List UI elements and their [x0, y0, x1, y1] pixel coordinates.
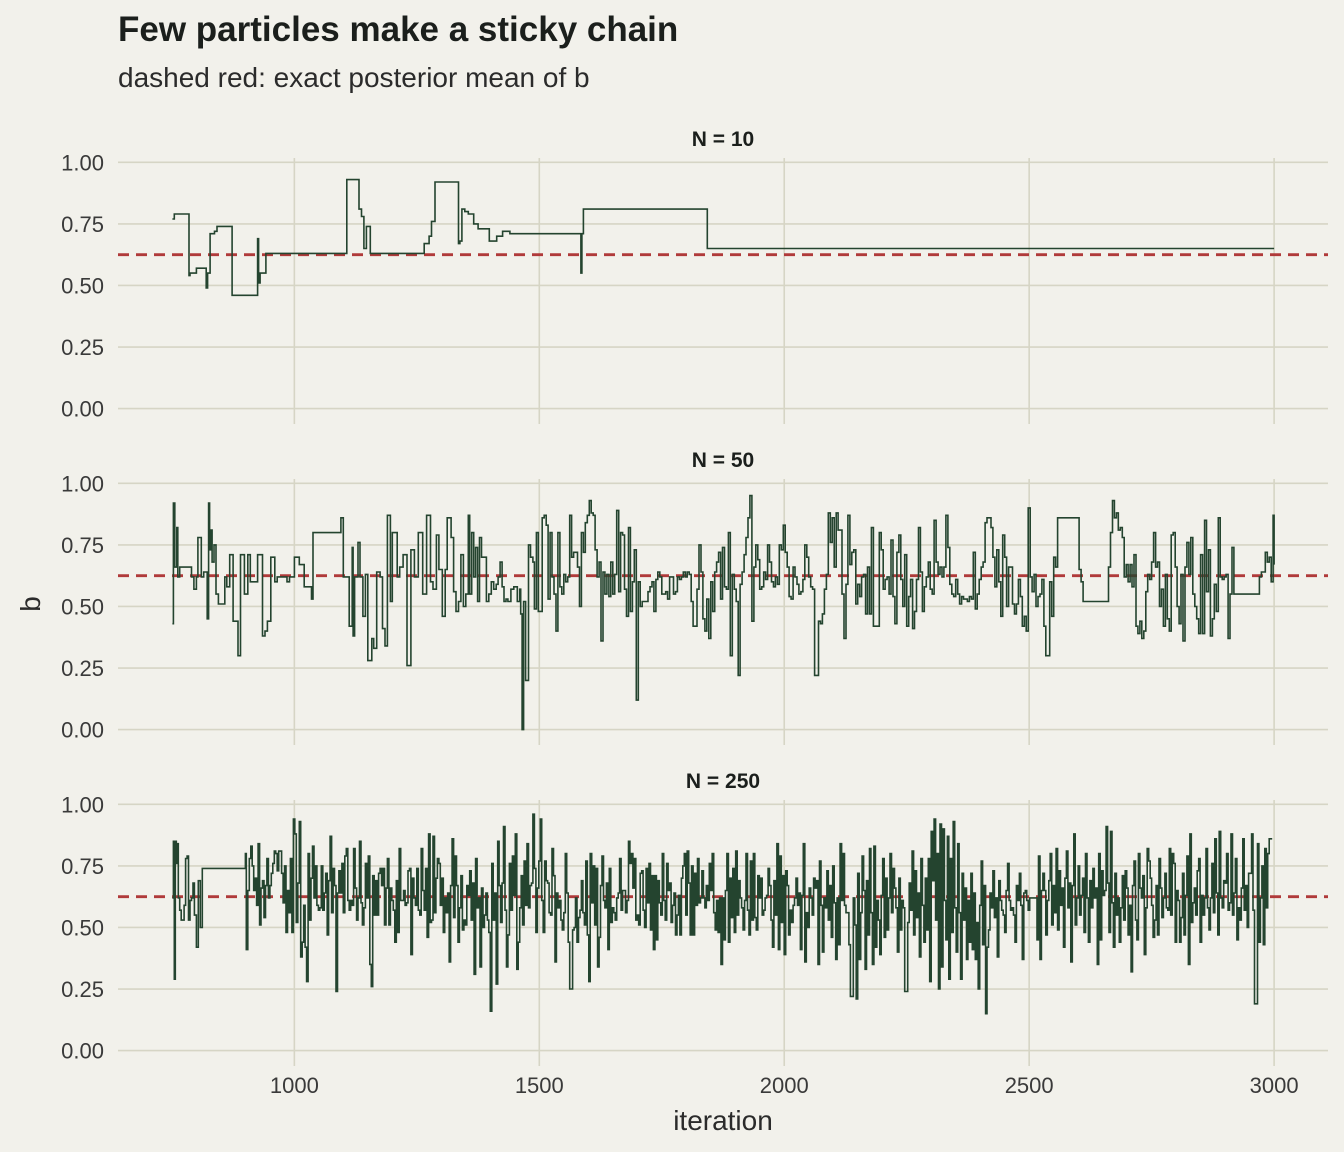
y-tick-label: 0.75: [61, 533, 104, 558]
y-tick-label: 0.75: [61, 854, 104, 879]
x-tick-label: 1500: [515, 1073, 564, 1098]
y-tick-label: 0.75: [61, 212, 104, 237]
chart-subtitle: dashed red: exact posterior mean of b: [118, 62, 590, 93]
y-tick-label: 0.25: [61, 335, 104, 360]
y-tick-label: 1.00: [61, 792, 104, 817]
y-tick-label: 0.50: [61, 594, 104, 619]
y-tick-label: 0.50: [61, 915, 104, 940]
trace-line: [172, 813, 1273, 1015]
y-axis-title: b: [15, 596, 46, 612]
y-tick-label: 0.50: [61, 273, 104, 298]
x-tick-label: 2000: [760, 1073, 809, 1098]
x-tick-label: 3000: [1250, 1073, 1299, 1098]
x-axis-title: iteration: [673, 1105, 773, 1136]
y-tick-label: 0.00: [61, 1039, 104, 1064]
trace-line: [172, 178, 1275, 297]
y-tick-label: 1.00: [61, 471, 104, 496]
y-tick-label: 1.00: [61, 150, 104, 175]
trace-line: [172, 494, 1275, 731]
x-tick-label: 1000: [270, 1073, 319, 1098]
y-tick-label: 0.00: [61, 718, 104, 743]
y-tick-label: 0.25: [61, 977, 104, 1002]
y-tick-label: 0.00: [61, 397, 104, 422]
panel-label: N = 10: [692, 128, 754, 151]
y-tick-label: 0.25: [61, 656, 104, 681]
x-tick-label: 2500: [1005, 1073, 1054, 1098]
panel-label: N = 50: [692, 449, 754, 472]
panel-label: N = 250: [686, 770, 760, 793]
chart-title: Few particles make a sticky chain: [118, 10, 679, 49]
